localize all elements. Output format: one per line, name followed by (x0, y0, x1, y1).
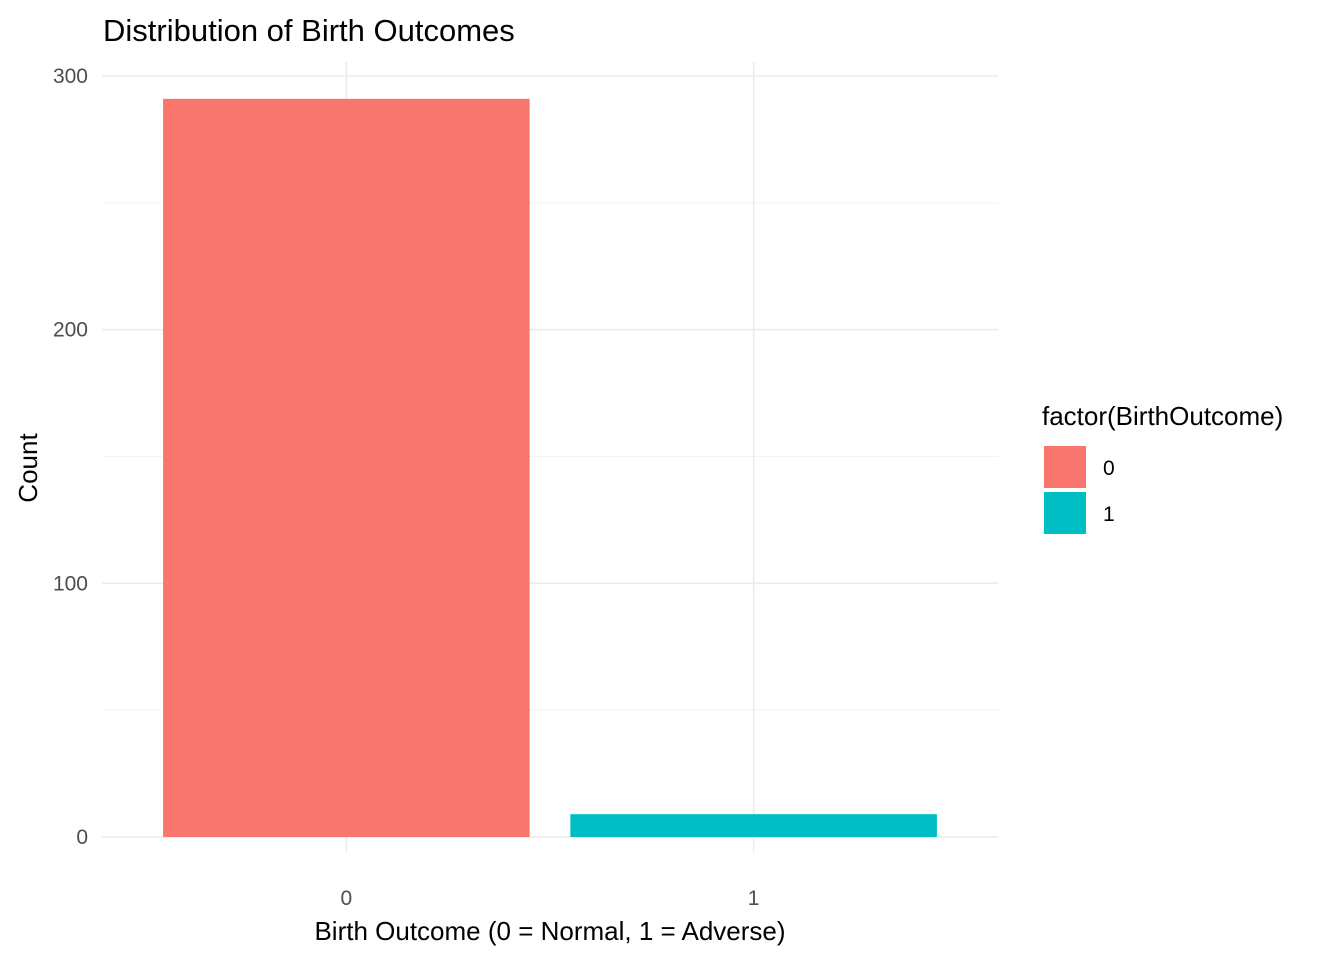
y-tick-label: 300 (53, 65, 88, 88)
legend-key-0 (1044, 446, 1086, 488)
y-tick-label: 200 (53, 319, 88, 342)
x-axis-title: Birth Outcome (0 = Normal, 1 = Adverse) (314, 916, 785, 946)
x-tick-label: 0 (341, 887, 353, 910)
y-tick-label: 0 (76, 826, 88, 849)
legend-key-1 (1044, 492, 1086, 534)
x-tick-label: 1 (748, 887, 760, 910)
legend-title: factor(BirthOutcome) (1042, 401, 1283, 431)
legend: factor(BirthOutcome) 01 (1042, 401, 1283, 534)
chart-title: Distribution of Birth Outcomes (103, 13, 515, 48)
legend-label: 1 (1103, 503, 1115, 526)
legend-label: 0 (1103, 457, 1115, 480)
y-tick-label: 100 (53, 572, 88, 595)
bar-0 (163, 98, 530, 837)
bars-group (163, 98, 937, 837)
legend-entries: 01 (1044, 446, 1115, 534)
bar-1 (570, 814, 937, 837)
y-axis-ticks: 0 100 200 300 (53, 65, 88, 849)
y-axis-title: Count (13, 433, 43, 503)
